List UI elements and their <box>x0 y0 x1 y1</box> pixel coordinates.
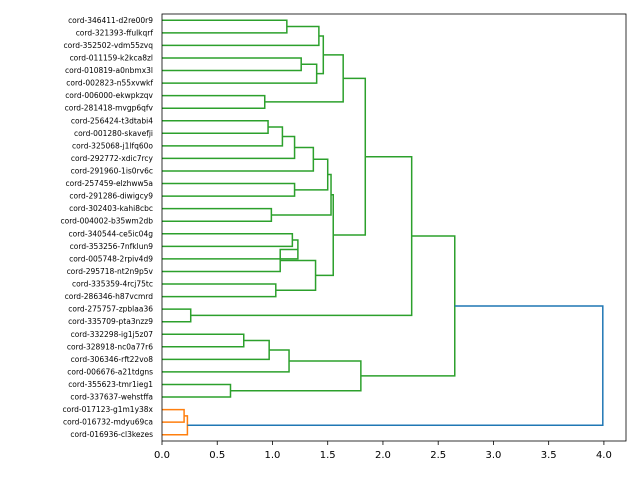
dendrogram-link <box>315 193 334 277</box>
leaf-label: cord-016732-mdyu69ca <box>63 418 153 427</box>
leaf-label: cord-017123-g1m1y38x <box>63 405 154 414</box>
leaf-label: cord-291286-diwigcy9 <box>69 192 153 201</box>
leaf-label: cord-292772-xdic7rcy <box>71 154 154 163</box>
dendrogram-link <box>162 383 232 398</box>
leaf-label: cord-325068-j1lfq60o <box>72 141 153 150</box>
x-tick-label: 0.5 <box>209 450 225 461</box>
leaf-label: cord-340544-ce5ic04g <box>69 229 154 238</box>
dendrogram-link <box>190 155 413 317</box>
leaf-label: cord-306346-rft22vo8 <box>71 355 154 364</box>
leaf-label: cord-352502-vdm55zvq <box>64 41 154 50</box>
plot-frame <box>161 13 627 442</box>
leaf-label: cord-291960-1is0rv6c <box>71 166 153 175</box>
x-tick-label: 1.5 <box>320 450 336 461</box>
dendrogram-link <box>162 182 296 197</box>
x-tick-label: 4.0 <box>596 450 612 461</box>
x-tick-label: 3.5 <box>541 450 557 461</box>
dendrogram-link <box>162 408 185 423</box>
leaf-label: cord-321393-ffulkqrf <box>76 28 154 37</box>
leaf-label: cord-010819-a0nbmx3l <box>65 66 153 75</box>
dendrogram-link <box>162 239 299 260</box>
dendrogram-link <box>162 283 277 298</box>
leaf-label: cord-355623-tmr1ieg1 <box>68 380 153 389</box>
leaf-label: cord-256424-t3dtabi4 <box>71 116 153 125</box>
dendrogram-link <box>162 19 288 34</box>
leaf-label: cord-335709-pta3nzz9 <box>68 317 153 326</box>
leaf-label: cord-295718-nt2n9p5v <box>67 267 154 276</box>
leaf-label: cord-337637-wehstffa <box>70 393 153 402</box>
leaf-label: cord-328918-nc0a77r6 <box>67 342 153 351</box>
leaf-label: cord-011159-k2kca8zl <box>70 53 153 62</box>
leaf-label: cord-286346-h87vcmrd <box>65 292 154 301</box>
leaf-label: cord-302403-kahi8cbc <box>69 204 153 213</box>
x-tick-label: 3.0 <box>485 450 501 461</box>
leaf-labels: cord-346411-d2re00r9 cord-321393-ffulkqrf… <box>60 16 153 439</box>
leaf-label: cord-335359-4rcj75tc <box>72 280 153 289</box>
dendrogram-link <box>294 158 329 191</box>
leaf-label: cord-006000-ekwpkzqv <box>65 91 153 100</box>
dendrogram-link <box>162 207 273 222</box>
dendrogram-link <box>187 305 604 427</box>
leaf-label: cord-257459-elzhww5a <box>66 179 154 188</box>
leaf-label: cord-353256-7nfklun9 <box>70 242 154 251</box>
dendrogram-link <box>316 35 325 75</box>
leaf-label: cord-346411-d2re00r9 <box>68 16 153 25</box>
dendrogram-link <box>333 77 367 236</box>
dendrogram-links <box>162 19 604 436</box>
leaf-label: cord-006676-a21tdgns <box>67 367 153 376</box>
leaf-label: cord-002823-n55xvwkf <box>66 79 153 88</box>
x-tick-label: 2.5 <box>430 450 446 461</box>
x-tick-label: 1.0 <box>265 450 281 461</box>
leaf-label: cord-332298-ig1j5z07 <box>71 330 154 339</box>
leaf-label: cord-001280-skavefji <box>74 129 153 138</box>
dendrogram-link <box>162 126 284 147</box>
leaf-label: cord-004002-b35wm2db <box>60 217 153 226</box>
leaf-label: cord-016936-cl3kezes <box>70 430 153 439</box>
x-tick-label: 0.0 <box>154 450 170 461</box>
leaf-label: cord-275757-zpblaa36 <box>68 305 153 314</box>
dendrogram-link <box>230 360 362 392</box>
x-tick-label: 2.0 <box>375 450 391 461</box>
leaf-label: cord-005748-2rpiv4d9 <box>69 254 153 263</box>
dendrogram-link <box>162 25 320 47</box>
leaf-label: cord-281418-mvgp6qfv <box>65 104 154 113</box>
dendrogram-link <box>162 146 315 172</box>
dendrogram-link <box>162 135 296 160</box>
dendrogram-link <box>162 120 269 135</box>
dendrogram-link <box>162 333 245 348</box>
x-axis: 0.0 0.5 1.0 1.5 2.0 2.5 3.0 3.5 4.0 <box>154 441 612 461</box>
